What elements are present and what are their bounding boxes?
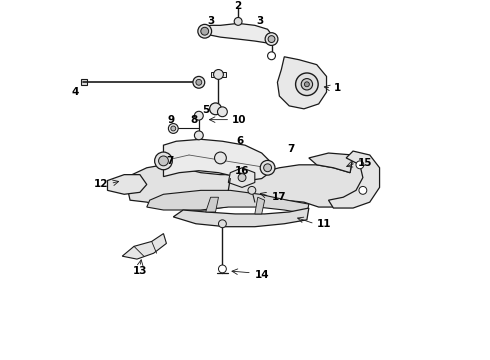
Circle shape	[159, 156, 169, 166]
Circle shape	[215, 152, 226, 164]
Text: 7: 7	[166, 156, 173, 166]
Circle shape	[218, 107, 227, 117]
Circle shape	[171, 126, 176, 131]
Circle shape	[195, 111, 203, 120]
Polygon shape	[255, 197, 265, 214]
Circle shape	[169, 123, 178, 134]
Text: 12: 12	[94, 180, 108, 189]
Polygon shape	[203, 23, 273, 43]
Text: 3: 3	[207, 17, 214, 26]
Circle shape	[196, 79, 202, 85]
Text: 10: 10	[232, 114, 247, 125]
Text: 2: 2	[235, 1, 242, 11]
Circle shape	[304, 82, 309, 87]
Circle shape	[295, 73, 318, 95]
Text: 15: 15	[358, 158, 372, 168]
Polygon shape	[147, 190, 309, 214]
Circle shape	[264, 164, 271, 172]
Circle shape	[265, 33, 278, 45]
Text: 1: 1	[333, 83, 341, 93]
Polygon shape	[309, 153, 353, 173]
Text: 14: 14	[255, 270, 270, 280]
Text: 13: 13	[133, 266, 147, 276]
Circle shape	[234, 18, 242, 25]
Circle shape	[248, 186, 256, 194]
Text: 9: 9	[168, 114, 175, 125]
Circle shape	[260, 161, 275, 175]
Circle shape	[359, 186, 367, 194]
Polygon shape	[107, 175, 147, 194]
Polygon shape	[211, 72, 226, 77]
Circle shape	[219, 265, 226, 273]
Text: 8: 8	[190, 114, 197, 125]
Circle shape	[268, 52, 275, 60]
Circle shape	[268, 36, 275, 42]
Circle shape	[195, 131, 203, 140]
Text: 6: 6	[237, 136, 244, 146]
Text: 16: 16	[235, 166, 249, 176]
Text: 5: 5	[202, 105, 209, 115]
Circle shape	[219, 220, 226, 228]
Circle shape	[238, 174, 246, 181]
Circle shape	[198, 24, 212, 38]
Polygon shape	[228, 168, 255, 188]
Text: 7: 7	[287, 144, 294, 154]
Polygon shape	[127, 155, 378, 210]
Circle shape	[193, 76, 205, 88]
Polygon shape	[328, 151, 380, 208]
Text: 11: 11	[317, 219, 331, 229]
Polygon shape	[206, 197, 219, 212]
Polygon shape	[173, 208, 309, 227]
Circle shape	[155, 152, 172, 170]
Polygon shape	[277, 57, 326, 109]
Circle shape	[214, 69, 223, 79]
Circle shape	[201, 27, 209, 35]
Text: 17: 17	[271, 192, 286, 202]
Text: 3: 3	[256, 17, 263, 26]
Circle shape	[210, 103, 221, 115]
Polygon shape	[81, 79, 87, 85]
Circle shape	[301, 78, 313, 90]
Text: 4: 4	[72, 87, 79, 97]
Circle shape	[356, 161, 364, 169]
Polygon shape	[164, 139, 271, 180]
Polygon shape	[122, 234, 167, 259]
